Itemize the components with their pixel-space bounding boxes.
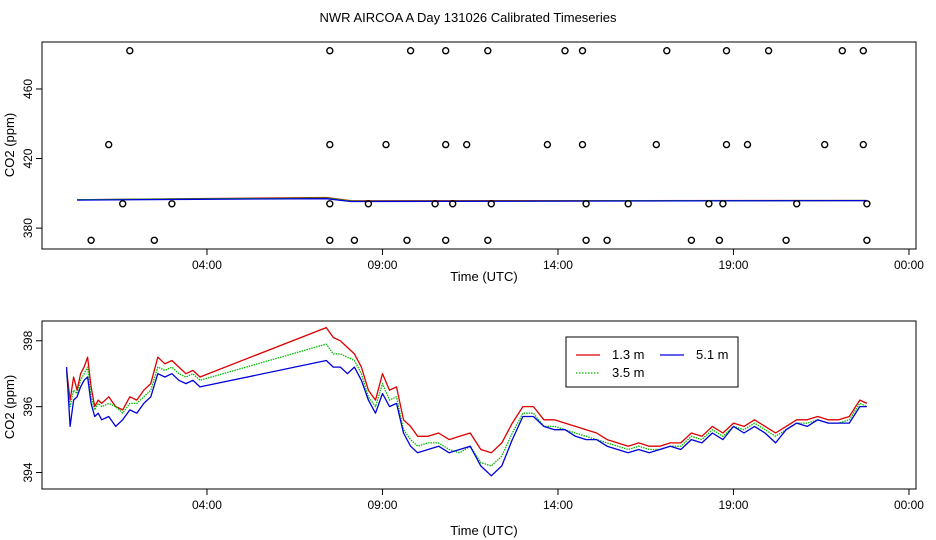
- bottom-x-label: Time (UTC): [450, 523, 517, 538]
- top-plot-frame: [41, 41, 917, 250]
- top-x-tick-label: 09:00: [367, 258, 397, 272]
- top-scatter-point: [487, 200, 495, 208]
- top-scatter-point: [821, 140, 829, 149]
- top-scatter-point: [687, 236, 696, 245]
- top-y-label: CO2 (ppm): [2, 113, 17, 177]
- top-scatter-point: [406, 47, 415, 55]
- top-scatter-point: [838, 47, 846, 55]
- top-scatter-point: [859, 140, 867, 149]
- bottom-chart: 04:00 09:00 14:00 19:00 00:00 394 396 398 Time…: [2, 320, 924, 538]
- top-scatter-point: [603, 236, 611, 245]
- top-scatter-point: [863, 200, 871, 208]
- bottom-x-tick-label: 00:00: [894, 498, 924, 512]
- top-x-axis: 04:00 09:00 14:00 19:00 00:00: [192, 249, 924, 272]
- top-scatter-point: [168, 200, 176, 208]
- top-scatter-point: [764, 47, 773, 55]
- top-chart: 04:00 09:00 14:00 19:00 00:00 380 420 460 Time…: [2, 41, 924, 284]
- bottom-y-axis: 394 396 398: [21, 330, 42, 483]
- legend-box: [565, 336, 739, 388]
- top-scatter-point: [793, 200, 801, 208]
- top-y-tick-label: 420: [21, 148, 35, 168]
- top-scatter-point: [722, 47, 731, 55]
- top-scatter-point: [350, 236, 359, 245]
- top-scatter-point: [715, 236, 724, 245]
- top-scatter-point: [663, 47, 671, 55]
- bottom-marks: [65, 326, 868, 477]
- top-scatter-point: [859, 47, 867, 55]
- legend-label-5-1m: 5.1 m: [696, 347, 729, 362]
- top-scatter-point: [743, 140, 752, 149]
- top-scatter-point: [578, 140, 587, 149]
- top-scatter-point: [403, 236, 411, 245]
- top-marks: [77, 47, 871, 245]
- top-scatter-point: [705, 200, 713, 208]
- top-scatter-point: [326, 200, 334, 208]
- top-scatter-point: [719, 200, 727, 208]
- top-scatter-point: [722, 140, 731, 149]
- top-scatter-point: [118, 200, 127, 208]
- top-x-tick-label: 19:00: [718, 258, 748, 272]
- top-scatter-point: [782, 236, 790, 245]
- top-scatter-point: [561, 47, 569, 55]
- bottom-y-label: CO2 (ppm): [2, 375, 17, 439]
- top-scatter-point: [484, 236, 492, 245]
- bottom-x-tick-label: 19:00: [718, 498, 748, 512]
- legend: 1.3 m 3.5 m 5.1 m: [565, 336, 739, 388]
- top-y-tick-label: 460: [21, 79, 35, 99]
- top-scatter-point: [326, 236, 334, 245]
- top-scatter-point: [150, 236, 159, 245]
- top-scatter-point: [863, 236, 871, 245]
- top-scatter-point: [449, 200, 457, 208]
- top-scatter-point: [582, 236, 590, 245]
- top-y-axis: 380 420 460: [21, 79, 42, 238]
- top-scatter-point: [126, 47, 134, 55]
- bottom-series-line-5-1-m: [65, 359, 867, 477]
- bottom-series-line-3-5-m: [65, 343, 868, 467]
- top-scatter-point: [442, 47, 450, 55]
- top-scatter-point: [382, 140, 390, 149]
- top-scatter-point: [578, 47, 587, 55]
- bottom-x-tick-label: 09:00: [367, 498, 397, 512]
- top-scatter-point: [582, 200, 590, 208]
- legend-label-1-3m: 1.3 m: [612, 347, 645, 362]
- top-scatter-point: [326, 47, 334, 55]
- bottom-plot-frame: [41, 320, 917, 490]
- top-series-line-5-1-m: [77, 198, 867, 203]
- top-scatter-point: [364, 200, 373, 208]
- bottom-x-tick-label: 04:00: [192, 498, 222, 512]
- figure-title: NWR AIRCOA A Day 131026 Calibrated Times…: [320, 10, 617, 25]
- top-scatter-point: [652, 140, 660, 149]
- top-x-label: Time (UTC): [450, 269, 517, 284]
- top-x-tick-label: 00:00: [894, 258, 924, 272]
- top-x-tick-label: 04:00: [192, 258, 222, 272]
- top-scatter-point: [543, 140, 552, 149]
- top-scatter-point: [624, 200, 632, 208]
- top-scatter-point: [326, 140, 334, 149]
- top-scatter-point: [431, 200, 439, 208]
- top-x-tick-label: 14:00: [543, 258, 573, 272]
- top-scatter-point: [463, 140, 471, 149]
- top-scatter-point: [442, 236, 450, 245]
- top-y-tick-label: 380: [21, 218, 35, 238]
- top-scatter-point: [87, 236, 95, 245]
- top-scatter-point: [104, 140, 113, 149]
- bottom-series-line-1-3-m: [65, 326, 868, 454]
- top-scatter-point: [442, 140, 450, 149]
- bottom-x-axis: 04:00 09:00 14:00 19:00 00:00: [192, 489, 924, 512]
- bottom-y-tick-label: 396: [21, 396, 35, 416]
- bottom-x-tick-label: 14:00: [543, 498, 573, 512]
- legend-label-3-5m: 3.5 m: [612, 365, 645, 380]
- top-scatter-point: [484, 47, 492, 55]
- bottom-y-tick-label: 398: [21, 330, 35, 350]
- bottom-y-tick-label: 394: [21, 462, 35, 482]
